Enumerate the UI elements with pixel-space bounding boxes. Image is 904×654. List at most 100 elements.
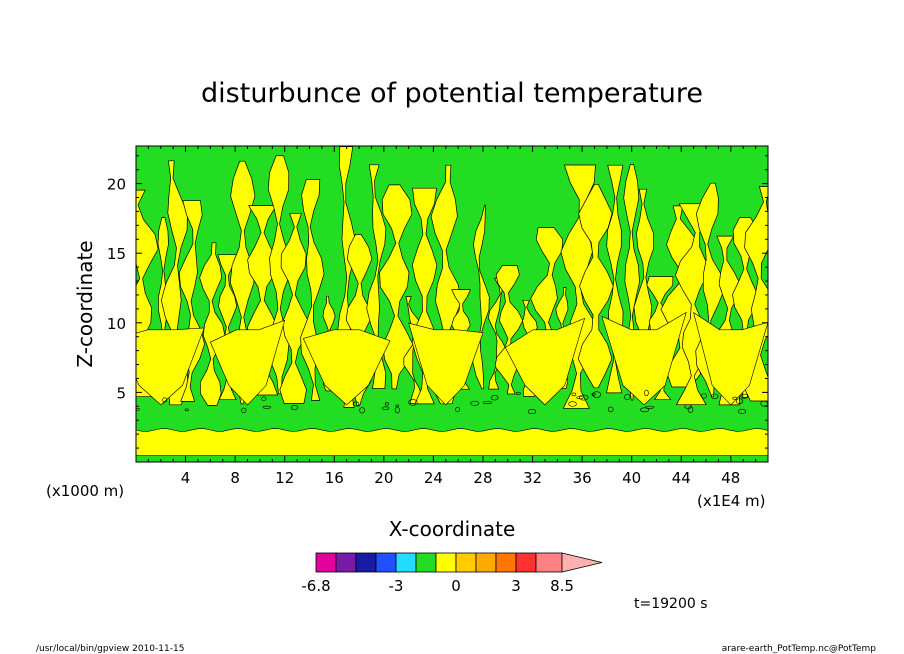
contour-loop	[261, 396, 267, 401]
colorbar: -6.8 -3 0 3 8.5	[301, 552, 603, 595]
x-tick-label: 20	[374, 469, 393, 487]
colorbar-swatch	[435, 552, 457, 573]
y-tick-label: 15	[107, 245, 126, 263]
x-axis-unit: (x1E4 m)	[697, 492, 766, 510]
warm-region	[136, 327, 205, 406]
contour-loop	[490, 395, 499, 401]
warm-region	[504, 317, 586, 406]
contour-loop	[470, 400, 480, 406]
contour-loop	[571, 392, 577, 397]
chart-title: disturbunce of potential temperature	[201, 78, 703, 109]
lower-warm-band	[136, 428, 768, 457]
warm-plume	[742, 186, 768, 402]
colorbar-swatch	[515, 552, 537, 573]
colorbar-swatch	[495, 552, 517, 573]
y-axis-ticks: 5 10 15 20	[107, 155, 768, 449]
contour-loop	[737, 408, 747, 414]
colorbar-swatch	[315, 552, 337, 573]
contour-loop	[644, 389, 649, 397]
x-tick-label: 40	[622, 469, 641, 487]
contour-loop	[384, 402, 389, 406]
warm-region	[601, 311, 687, 406]
x-tick-label: 28	[473, 469, 492, 487]
colorbar-swatch	[475, 552, 497, 573]
warm-plume	[577, 183, 614, 389]
contour-field	[136, 146, 768, 457]
contour-loop	[359, 407, 365, 414]
contour-loop	[701, 393, 707, 399]
y-axis-unit: (x1000 m)	[46, 482, 124, 500]
x-tick-label: 12	[275, 469, 294, 487]
warm-plume	[379, 184, 414, 390]
contour-loop	[624, 393, 631, 401]
contour-loop	[736, 398, 744, 405]
contour-loop	[527, 409, 537, 415]
colorbar-tick-label: 8.5	[550, 577, 574, 595]
y-tick-label: 5	[116, 384, 126, 402]
contour-loop	[395, 404, 400, 408]
warm-region	[302, 329, 391, 406]
contour-loop	[645, 405, 655, 409]
colorbar-tick-label: 0	[451, 577, 461, 595]
contour-loop	[408, 399, 418, 406]
contour-loop	[482, 401, 493, 404]
contour-loop	[382, 406, 390, 410]
warm-region	[210, 319, 286, 406]
x-axis-ticks: 4 8 12 16 20 24 28 32 36 40 44 48	[147, 146, 757, 487]
plot-frame	[135, 145, 769, 463]
x-tick-label: 24	[424, 469, 443, 487]
warm-plume	[366, 164, 387, 389]
colorbar-extension-arrow	[561, 552, 603, 573]
contour-loop	[568, 401, 577, 407]
contour-loop	[687, 406, 694, 413]
colorbar-swatch	[535, 552, 563, 573]
footer-left: /usr/local/bin/gpview 2010-11-15	[36, 644, 184, 654]
contour-loop	[639, 407, 650, 413]
x-tick-label: 48	[721, 469, 740, 487]
y-tick-label: 10	[107, 315, 126, 333]
warm-plume	[199, 242, 226, 406]
colorbar-swatch	[355, 552, 377, 573]
contour-loop	[184, 408, 189, 412]
warm-region	[693, 311, 768, 406]
y-axis-label: Z-coordinate	[73, 240, 97, 367]
colorbar-swatch	[455, 552, 477, 573]
contour-loop	[516, 391, 521, 396]
plot-area	[135, 145, 769, 463]
footer-right: arare-earth_PotTemp.nc@PotTemp	[722, 644, 877, 654]
colorbar-swatch	[395, 552, 417, 573]
contour-loop	[710, 393, 719, 400]
contour-loop	[591, 392, 596, 396]
colorbar-tick-label: -3	[389, 577, 404, 595]
contour-loop	[579, 394, 589, 401]
x-tick-label: 4	[181, 469, 191, 487]
colorbar-swatch	[335, 552, 357, 573]
colorbar-swatch	[375, 552, 397, 573]
colorbar-tick-label: -6.8	[301, 577, 330, 595]
x-axis-label: X-coordinate	[389, 517, 516, 541]
x-tick-label: 44	[672, 469, 691, 487]
contour-loop	[262, 405, 272, 409]
contour-loop	[592, 391, 602, 398]
warm-region	[408, 322, 484, 406]
x-tick-label: 32	[523, 469, 542, 487]
contour-loop	[290, 404, 299, 411]
y-tick-label: 20	[107, 176, 126, 194]
contour-loop	[162, 397, 168, 403]
contour-loop	[607, 406, 614, 413]
colorbar-swatch	[415, 552, 437, 573]
x-tick-label: 36	[573, 469, 592, 487]
contour-loop	[352, 401, 360, 407]
contour-loop	[732, 396, 738, 400]
x-tick-label: 8	[230, 469, 240, 487]
contour-loop	[394, 406, 400, 414]
time-annotation: t=19200 s	[634, 596, 708, 612]
contour-loop	[455, 406, 460, 413]
contour-loop	[136, 407, 140, 411]
warm-plume	[279, 212, 310, 404]
contour-loop	[576, 396, 584, 400]
x-tick-label: 16	[325, 469, 344, 487]
contour-loop	[740, 393, 749, 399]
colorbar-tick-label: 3	[511, 577, 521, 595]
